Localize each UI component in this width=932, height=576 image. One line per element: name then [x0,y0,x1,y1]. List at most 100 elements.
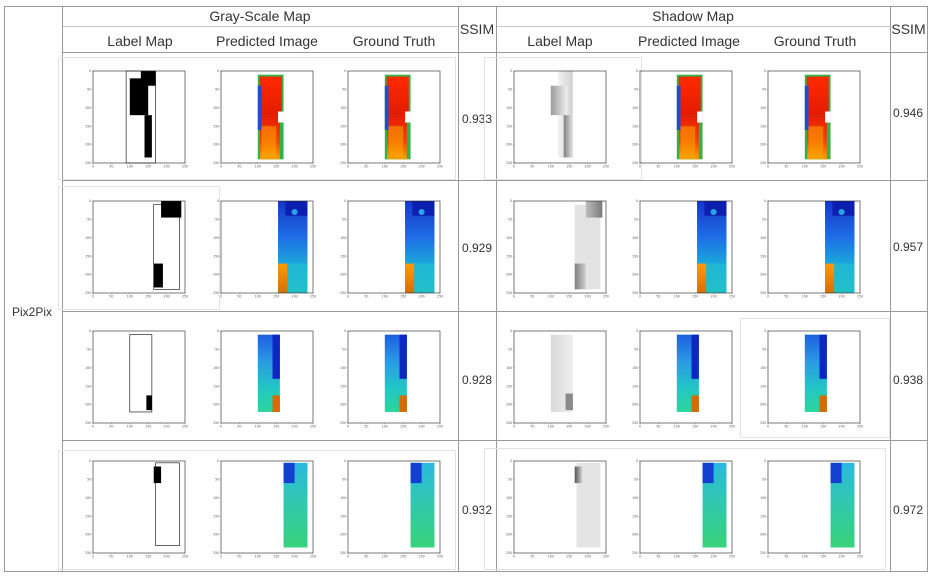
svg-text:100: 100 [548,295,554,299]
svg-text:150: 150 [566,295,572,299]
shadow-map-header: Shadow Map [652,8,734,24]
svg-text:150: 150 [273,555,279,559]
svg-text:200: 200 [632,273,638,277]
header-subline [62,26,458,27]
svg-text:250: 250 [213,291,219,295]
svg-text:200: 200 [340,533,346,537]
svg-text:100: 100 [255,295,261,299]
ground-truth-plot: 0 50 100 150 200 250 0 50 100 150 200 250 [340,459,450,563]
table-top-border [62,6,928,7]
ssim-value: 0.938 [892,373,924,387]
svg-text:250: 250 [506,161,512,165]
svg-text:0: 0 [639,295,641,299]
svg-text:50: 50 [87,348,91,352]
svg-text:100: 100 [802,165,808,169]
table-right-border [927,6,928,572]
svg-text:200: 200 [164,295,170,299]
svg-text:200: 200 [506,533,512,537]
svg-text:50: 50 [364,555,368,559]
predicted-image-plot: 0 50 100 150 200 250 0 50 100 150 200 250 [213,329,323,433]
svg-text:200: 200 [419,425,425,429]
svg-text:100: 100 [255,165,261,169]
svg-text:250: 250 [603,165,609,169]
svg-text:150: 150 [506,124,512,128]
svg-text:50: 50 [508,218,512,222]
svg-text:50: 50 [508,88,512,92]
svg-text:100: 100 [632,236,638,240]
svg-text:150: 150 [145,425,151,429]
svg-text:0: 0 [510,69,512,73]
svg-text:100: 100 [382,555,388,559]
svg-text:200: 200 [760,143,766,147]
svg-text:200: 200 [419,165,425,169]
row-image-group [58,450,456,570]
svg-text:250: 250 [213,551,219,555]
svg-text:200: 200 [760,273,766,277]
svg-text:150: 150 [566,555,572,559]
svg-text:50: 50 [530,295,534,299]
svg-text:50: 50 [109,555,113,559]
header-subline [496,26,890,27]
ssim-value: 0.972 [892,503,924,517]
svg-text:150: 150 [273,425,279,429]
svg-text:100: 100 [340,106,346,110]
predicted-image-header: Predicted Image [638,33,740,49]
svg-text:50: 50 [784,425,788,429]
svg-text:250: 250 [437,295,443,299]
svg-text:200: 200 [340,273,346,277]
svg-text:250: 250 [857,165,863,169]
svg-text:50: 50 [656,425,660,429]
svg-text:50: 50 [87,218,91,222]
svg-text:250: 250 [506,421,512,425]
svg-text:200: 200 [419,295,425,299]
svg-text:250: 250 [506,551,512,555]
svg-text:50: 50 [237,425,241,429]
svg-text:100: 100 [213,106,219,110]
svg-text:0: 0 [92,295,94,299]
svg-text:250: 250 [340,291,346,295]
svg-text:250: 250 [85,551,91,555]
svg-text:250: 250 [182,555,188,559]
svg-text:50: 50 [87,478,91,482]
svg-text:150: 150 [145,295,151,299]
svg-text:200: 200 [292,425,298,429]
svg-text:250: 250 [729,555,735,559]
svg-text:100: 100 [802,555,808,559]
svg-text:50: 50 [530,165,534,169]
svg-text:250: 250 [213,421,219,425]
svg-text:0: 0 [344,199,346,203]
svg-text:150: 150 [400,555,406,559]
svg-text:200: 200 [506,403,512,407]
table-left-top [4,6,62,7]
svg-text:250: 250 [760,421,766,425]
ground-truth-header: Ground Truth [352,33,436,49]
svg-text:0: 0 [220,555,222,559]
svg-text:50: 50 [656,295,660,299]
svg-text:50: 50 [784,295,788,299]
svg-text:100: 100 [127,165,133,169]
svg-text:250: 250 [857,295,863,299]
svg-text:50: 50 [109,425,113,429]
svg-text:0: 0 [220,425,222,429]
svg-text:100: 100 [632,496,638,500]
svg-text:200: 200 [632,403,638,407]
svg-text:150: 150 [213,514,219,518]
svg-text:200: 200 [419,555,425,559]
svg-text:50: 50 [762,88,766,92]
svg-text:0: 0 [764,69,766,73]
predicted-image-plot: 0 50 100 150 200 250 0 50 100 150 200 250 [632,69,742,173]
svg-text:100: 100 [382,425,388,429]
svg-text:250: 250 [437,425,443,429]
svg-text:250: 250 [760,551,766,555]
svg-text:150: 150 [340,254,346,258]
predicted-image-plot: 0 50 100 150 200 250 0 50 100 150 200 250 [632,199,742,303]
svg-text:200: 200 [506,273,512,277]
svg-text:150: 150 [85,384,91,388]
svg-text:0: 0 [513,425,515,429]
svg-text:250: 250 [340,161,346,165]
svg-text:100: 100 [760,366,766,370]
svg-text:200: 200 [585,425,591,429]
svg-text:100: 100 [213,236,219,240]
svg-text:50: 50 [364,165,368,169]
svg-text:0: 0 [344,69,346,73]
